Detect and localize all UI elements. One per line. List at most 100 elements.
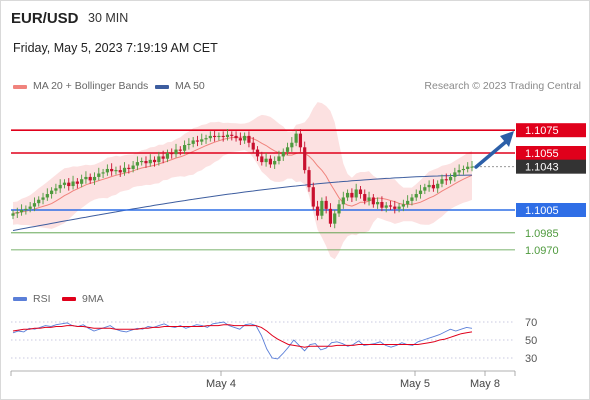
candle: [418, 184, 423, 199]
level-label-resistance: 1.1075: [525, 125, 559, 137]
candle: [144, 156, 148, 168]
candle-body: [131, 165, 135, 169]
candle: [84, 171, 88, 184]
candle-body: [461, 168, 466, 171]
candle: [341, 191, 345, 209]
candle-body: [427, 184, 431, 188]
candle: [187, 138, 191, 150]
candle-body: [380, 202, 384, 208]
rsi-tick-label: 30: [525, 353, 537, 365]
candle: [264, 153, 268, 167]
candle-body: [187, 143, 191, 146]
candle: [191, 137, 195, 148]
forecast-arrow-head: [500, 131, 514, 147]
candle-body: [37, 199, 41, 204]
candle-body: [148, 159, 152, 164]
candle-body: [328, 208, 333, 224]
bollinger-band: [13, 102, 472, 260]
candle: [54, 183, 58, 195]
candle-body: [350, 192, 354, 198]
candle-body: [80, 179, 84, 184]
candle-body: [436, 183, 440, 189]
candle: [225, 129, 230, 141]
candle-body: [230, 134, 234, 136]
instrument-title: EUR/USD: [11, 10, 79, 27]
candle-body: [324, 200, 328, 209]
candle: [204, 134, 208, 144]
candle: [423, 183, 427, 195]
candle: [105, 164, 109, 176]
rsi-series-rsi: [12, 321, 473, 360]
candle-body: [393, 206, 397, 209]
candle-body: [376, 202, 380, 205]
candle: [234, 131, 238, 142]
candle-body: [217, 135, 221, 138]
candle-body: [384, 205, 388, 208]
candle: [251, 137, 255, 153]
candle-body: [358, 189, 363, 195]
candle-body: [11, 213, 15, 216]
candle-body: [448, 176, 453, 181]
ma50-line: [12, 174, 472, 231]
candle-body: [444, 179, 448, 181]
candle-body: [200, 139, 204, 142]
candle-body: [337, 204, 341, 214]
candle: [71, 175, 75, 190]
candle: [114, 166, 118, 175]
candle-body: [221, 135, 225, 138]
candle: [131, 160, 135, 173]
candle: [333, 210, 337, 229]
timeframe-label: 30 MIN: [88, 11, 129, 25]
candle-body: [440, 179, 444, 184]
candle: [457, 164, 461, 176]
candle-body: [135, 162, 140, 166]
candle: [427, 180, 431, 192]
candle: [315, 200, 320, 221]
candle: [80, 174, 84, 188]
candle-body: [195, 140, 200, 142]
candle-body: [28, 206, 32, 209]
candle: [281, 148, 285, 161]
candle: [384, 202, 388, 213]
candle-body: [58, 184, 62, 189]
candle-body: [281, 151, 285, 157]
level-label-bg-resistance: [516, 146, 586, 160]
x-tick-label: May 5: [400, 378, 430, 390]
candle-body: [285, 147, 290, 152]
candle: [127, 164, 131, 174]
candle-body: [92, 176, 97, 181]
candle: [388, 200, 393, 210]
candle-body: [19, 210, 24, 213]
candle: [255, 146, 260, 161]
candle: [406, 195, 410, 208]
candle-body: [225, 134, 230, 138]
candle-body: [165, 153, 170, 159]
candle-body: [401, 204, 405, 207]
candle-body: [320, 200, 324, 216]
candle-body: [101, 172, 105, 174]
candle-body: [62, 182, 67, 185]
candle-body: [260, 156, 264, 163]
legend-rsi-label: RSI: [33, 293, 51, 305]
candle-body: [470, 166, 474, 168]
candle: [208, 131, 212, 142]
candle: [45, 188, 49, 201]
candle-body: [273, 160, 277, 165]
candle: [50, 187, 54, 199]
candle: [200, 133, 204, 146]
candle: [161, 150, 165, 164]
candle-body: [341, 197, 345, 205]
candle: [311, 182, 315, 210]
candle-body: [311, 187, 315, 207]
candle: [247, 131, 251, 148]
candle: [273, 156, 277, 169]
candle-body: [290, 142, 294, 148]
candle: [358, 186, 363, 199]
candle-body: [45, 194, 49, 198]
candle: [324, 196, 328, 214]
level-label-target: 1.0985: [525, 228, 559, 240]
candle: [328, 203, 333, 228]
candle: [298, 129, 303, 152]
candle: [268, 155, 272, 168]
